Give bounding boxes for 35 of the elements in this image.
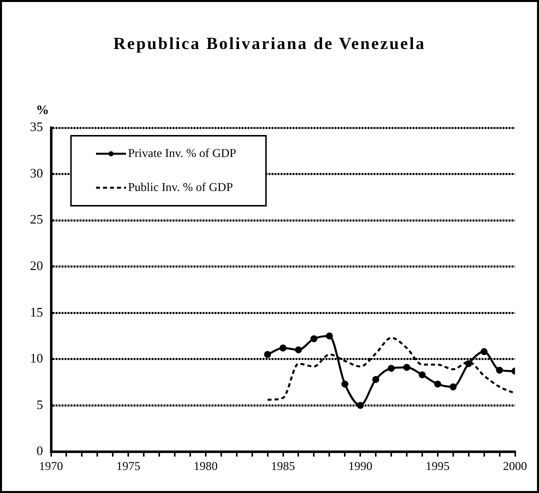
point [480,348,488,356]
y-tick-label: 15 [30,304,43,320]
point [465,360,472,368]
point [326,332,333,340]
point [264,350,272,358]
point [418,371,426,378]
x-tick-label: 1995 [426,458,450,473]
y-tick-label: 20 [30,258,43,273]
point [450,383,457,390]
y-axis-title: % [36,102,49,118]
point [341,380,348,388]
point [388,364,395,372]
x-tick-label: 2000 [503,458,527,473]
point [294,346,302,354]
y-tick-label: 0 [36,443,43,458]
y-tick-label: 25 [30,212,43,227]
chart-title: Republica Bolivariana de Venezuela [112,34,427,54]
y-tick-label: 5 [36,396,43,412]
x-tick-label: 1980 [194,458,218,473]
x-tick-label: 1970 [39,458,63,473]
point [280,344,286,352]
legend-label: Public Inv. % of GDP [128,180,234,194]
point [496,366,504,374]
point [434,380,442,388]
point [403,364,410,371]
legend-label: Private Inv. % of GDP [128,146,237,160]
x-tick-label: 1975 [116,458,140,473]
y-tick-label: 30 [30,165,43,180]
y-tick-label: 10 [30,350,43,366]
y-tick-label: 35 [30,119,43,134]
point [372,376,380,383]
x-tick-label: 1985 [271,458,295,473]
point [356,402,364,409]
point [310,335,318,342]
x-tick-label: 1990 [348,458,372,473]
